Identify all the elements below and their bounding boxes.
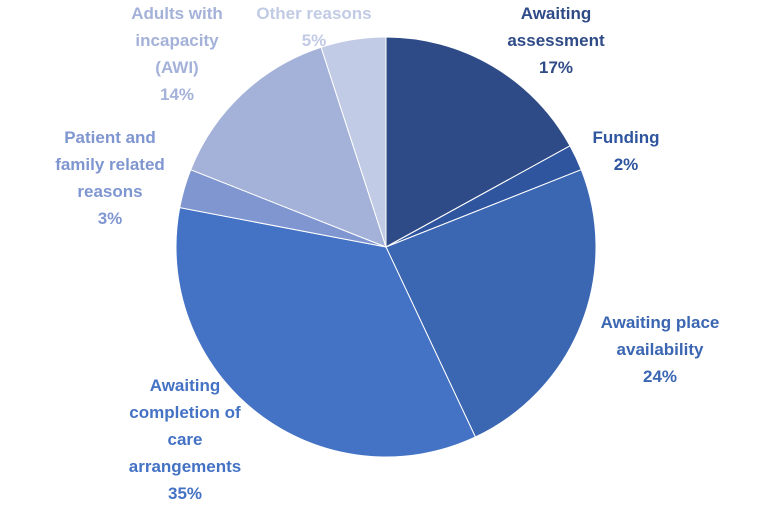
value-label: 3% [97, 209, 123, 228]
value-label: 5% [301, 31, 327, 50]
pie-slice [175, 207, 477, 458]
slice-label: Funding 2% [576, 124, 676, 178]
slice-label: Patient and family related reasons 3% [43, 124, 178, 232]
value-label: 35% [167, 484, 203, 503]
slice-label: Awaiting assessment 17% [496, 0, 616, 81]
category-label: Awaiting place availability [600, 313, 720, 359]
category-label: Funding [592, 128, 660, 147]
category-label: Awaiting completion of care arrangements [128, 376, 242, 476]
value-label: 14% [159, 85, 195, 104]
pie-slice [385, 36, 571, 248]
pie-slice [385, 169, 597, 438]
pie-slice [320, 36, 387, 248]
category-label: Patient and family related reasons [55, 128, 165, 201]
category-label: Awaiting assessment [507, 4, 605, 50]
category-label: Other reasons [256, 4, 372, 23]
slice-label: Other reasons 5% [234, 0, 394, 54]
slice-label: Awaiting completion of care arrangements… [120, 372, 250, 507]
category-label: Adults with incapacity (AWI) [131, 4, 223, 77]
value-label: 24% [642, 367, 678, 386]
value-label: 2% [613, 155, 639, 174]
slice-label: Adults with incapacity (AWI) 14% [120, 0, 235, 108]
slice-label: Awaiting place availability 24% [588, 309, 733, 390]
value-label: 17% [538, 58, 574, 77]
